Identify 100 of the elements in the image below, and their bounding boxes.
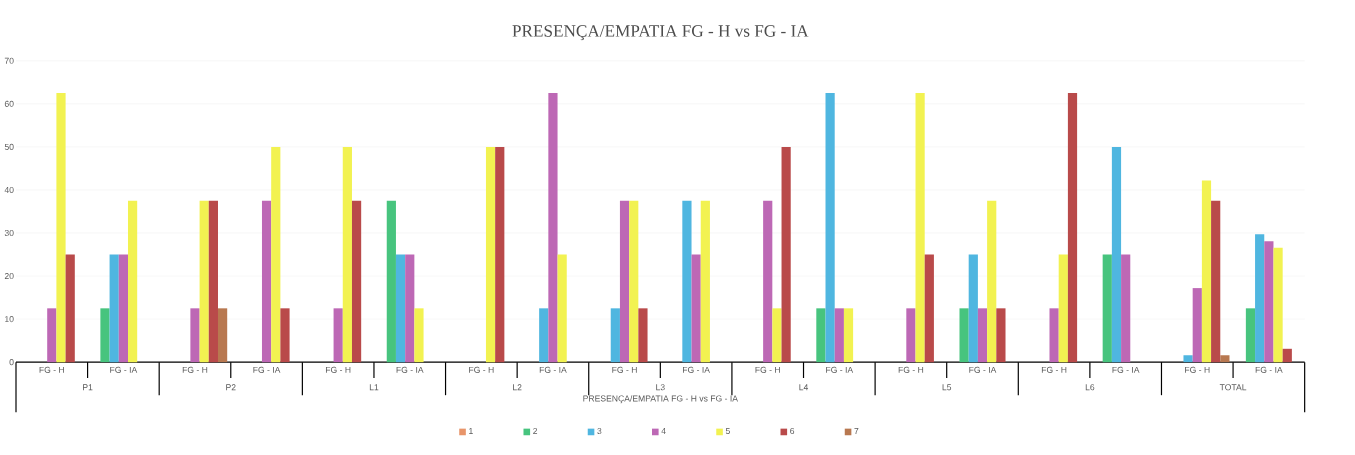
x-tick-label: FG - IA xyxy=(969,366,997,374)
bar xyxy=(190,308,200,363)
bar xyxy=(1067,93,1078,363)
bar xyxy=(906,308,916,363)
y-tick-label: 20 xyxy=(4,273,14,280)
bar xyxy=(1220,355,1230,363)
bar xyxy=(109,254,119,363)
y-tick-label: 60 xyxy=(4,100,14,108)
bar xyxy=(629,200,639,363)
bar xyxy=(1273,247,1283,363)
bar xyxy=(1111,147,1122,363)
bar xyxy=(1255,234,1265,363)
bar xyxy=(968,254,978,363)
bar xyxy=(56,93,66,363)
text: L6 xyxy=(1085,384,1095,391)
bar xyxy=(1211,200,1221,363)
bar xyxy=(700,200,710,363)
text: P1 xyxy=(83,384,93,391)
bar xyxy=(1102,254,1112,363)
x-tick-label: FG - IA xyxy=(1255,366,1283,374)
x-tick-label: FG - H xyxy=(898,366,924,374)
bar xyxy=(816,308,826,363)
bar xyxy=(118,254,128,363)
x-tick-label: FG - H xyxy=(612,366,637,374)
text: L4 xyxy=(799,384,809,391)
x-tick-label: FG - H xyxy=(1185,366,1210,374)
bar xyxy=(539,308,549,363)
bar xyxy=(280,308,290,363)
text: L1 xyxy=(369,384,379,391)
bar xyxy=(1049,308,1059,363)
text: P2 xyxy=(226,384,236,391)
bar xyxy=(47,308,57,363)
bar xyxy=(1282,348,1292,363)
bar xyxy=(1183,355,1193,363)
bar xyxy=(915,93,925,363)
bar xyxy=(1192,288,1202,363)
legend-label: 6 xyxy=(790,428,795,435)
bar xyxy=(261,200,272,363)
bar xyxy=(977,308,988,363)
bar xyxy=(217,308,228,363)
bar xyxy=(996,308,1006,363)
bar xyxy=(271,147,281,363)
bar xyxy=(199,200,209,363)
x-tick-label: FG - IA xyxy=(110,366,138,374)
legend-label: 5 xyxy=(725,428,730,435)
text: L2 xyxy=(513,384,522,391)
bar xyxy=(763,200,773,363)
bar xyxy=(405,254,415,363)
y-tick-label: 10 xyxy=(5,316,14,323)
x-tick-label: FG - IA xyxy=(1112,366,1140,374)
bar xyxy=(619,200,630,363)
y-tick-label: 50 xyxy=(4,144,14,151)
x-axis-title: PRESENÇA/EMPATIA FG - H vs FG - IA xyxy=(583,395,738,404)
bar xyxy=(834,308,844,363)
bar xyxy=(959,308,969,363)
bar xyxy=(495,147,505,363)
bar xyxy=(208,200,218,363)
x-tick-label: FG - IA xyxy=(396,366,424,374)
chart-title: PRESENÇA/EMPATIA FG - H vs FG - IA xyxy=(512,25,809,41)
y-tick-label: 0 xyxy=(9,359,14,366)
bar xyxy=(772,308,782,363)
x-tick-label: FG - H xyxy=(182,366,208,374)
bar xyxy=(65,254,75,363)
x-tick-label: FG - H xyxy=(1041,366,1067,374)
y-tick-label: 40 xyxy=(4,187,14,194)
legend-label: 3 xyxy=(597,428,602,435)
x-tick-label: FG - H xyxy=(39,366,64,374)
bar xyxy=(691,254,701,363)
y-tick-label: 70 xyxy=(4,57,14,64)
bar xyxy=(1058,254,1068,363)
bar xyxy=(557,254,567,363)
text: L5 xyxy=(942,384,952,391)
x-tick-label: FG - IA xyxy=(253,366,281,374)
bar xyxy=(351,200,362,363)
bar xyxy=(781,147,791,363)
x-tick-label: FG - H xyxy=(325,366,351,374)
x-tick-label: FG - H xyxy=(755,366,780,374)
legend-label: 4 xyxy=(661,428,666,435)
x-tick-label: FG - IA xyxy=(539,366,567,374)
bar xyxy=(342,147,352,363)
bar xyxy=(1201,180,1212,363)
bar xyxy=(100,308,110,363)
x-tick-label: FG - IA xyxy=(826,366,854,374)
bar xyxy=(485,147,496,363)
bar xyxy=(843,308,854,363)
bar xyxy=(1245,308,1256,363)
bar xyxy=(395,254,406,363)
text: TOTAL xyxy=(1219,384,1247,391)
text: L3 xyxy=(656,384,665,391)
x-tick-label: FG - H xyxy=(469,366,494,374)
x-tick-label: FG - IA xyxy=(682,366,710,374)
bar xyxy=(638,308,648,363)
bar xyxy=(386,200,396,363)
y-tick-label: 30 xyxy=(4,230,14,237)
bar xyxy=(1264,241,1274,363)
bar xyxy=(548,93,558,363)
bar xyxy=(825,93,835,363)
legend-label: 1 xyxy=(469,428,473,435)
bar xyxy=(987,200,997,363)
bar xyxy=(682,200,692,363)
